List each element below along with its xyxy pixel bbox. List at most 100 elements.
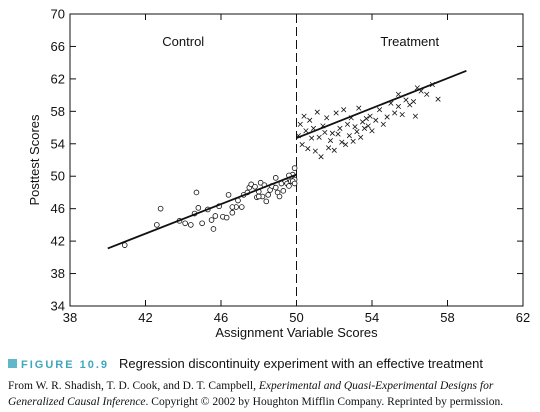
treatment-point	[337, 125, 343, 131]
x-tick-label: 50	[289, 310, 303, 325]
figure-caption: FIGURE 10.9 Regression discontinuity expe…	[8, 356, 536, 371]
credit-title: Experimental and Quasi-Experimental Desi…	[8, 380, 494, 408]
y-axis-label: Posttest Scores	[27, 114, 42, 206]
control-point	[193, 189, 200, 196]
control-point	[272, 184, 279, 191]
treatment-point	[331, 147, 337, 153]
control-point	[291, 165, 298, 171]
y-tick-label: 50	[51, 169, 65, 184]
treatment-point	[339, 139, 345, 145]
treatment-point	[316, 134, 322, 140]
treatment-point	[324, 115, 330, 121]
figure-number: FIGURE 10.9	[21, 359, 110, 371]
x-tick-label: 62	[516, 310, 530, 325]
control-point	[280, 188, 287, 194]
treatment-point	[307, 117, 313, 123]
treatment-point	[333, 110, 339, 116]
treatment-point	[309, 135, 315, 141]
treatment-point	[424, 91, 430, 97]
treatment-point	[344, 121, 351, 127]
treatment-point	[322, 129, 328, 136]
treatment-point	[326, 145, 332, 151]
treatment-point	[327, 137, 334, 144]
control-point	[291, 180, 298, 187]
control-point	[188, 222, 194, 228]
control-point	[272, 175, 279, 181]
treatment-point	[301, 113, 307, 119]
treatment-point	[412, 113, 418, 119]
credit-suffix: . Copyright © 2002 by Houghton Mifflin C…	[145, 396, 504, 408]
treatment-point	[384, 114, 390, 120]
credit-prefix: From W. R. Shadish, T. D. Cook, and D. T…	[8, 380, 259, 392]
treatment-point	[356, 105, 362, 111]
control-point	[263, 198, 270, 205]
control-point	[210, 226, 217, 232]
y-tick-label: 62	[51, 71, 65, 86]
treatment-point	[392, 110, 398, 116]
control-point	[238, 204, 245, 210]
treatment-point	[346, 133, 352, 139]
treatment-point	[376, 107, 383, 113]
treatment-point	[373, 117, 379, 123]
y-tick-label: 42	[51, 234, 65, 249]
x-tick-label: 38	[63, 310, 77, 325]
treatment-point	[399, 111, 405, 118]
treatment-point	[297, 121, 303, 127]
control-point	[212, 213, 219, 219]
control-point	[252, 183, 258, 190]
y-tick-label: 66	[51, 39, 65, 54]
treatment-point	[341, 107, 347, 113]
treatment-point	[352, 124, 358, 130]
x-tick-label: 42	[138, 310, 152, 325]
control-fit-line	[107, 173, 297, 250]
control-point	[195, 205, 202, 211]
treatment-point	[358, 134, 364, 140]
treatment-point	[369, 128, 375, 134]
control-point	[286, 183, 292, 189]
treatment-point	[403, 97, 409, 103]
control-point	[121, 242, 128, 248]
treatment-point	[314, 109, 320, 115]
treatment-point	[329, 130, 335, 136]
control-point	[223, 214, 230, 221]
y-tick-label: 54	[51, 136, 65, 151]
treatment-point	[305, 146, 311, 152]
treatment-point	[380, 121, 386, 127]
control-point	[276, 193, 283, 200]
x-axis-label: Assignment Variable Scores	[215, 325, 378, 340]
control-point	[225, 192, 232, 198]
treatment-point	[354, 129, 360, 135]
y-tick-label: 46	[51, 201, 65, 216]
x-tick-label: 58	[440, 310, 454, 325]
x-tick-label: 54	[365, 310, 379, 325]
treatment-point	[335, 131, 341, 137]
treatment-point	[342, 142, 349, 148]
control-point	[265, 192, 271, 198]
figure-caption-text: Regression discontinuity experiment with…	[119, 356, 483, 371]
treatment-point	[435, 96, 441, 102]
treatment-point	[303, 128, 309, 134]
x-tick-label: 46	[214, 310, 228, 325]
control-point	[157, 205, 164, 212]
treatment-region-label: Treatment	[380, 34, 439, 49]
y-tick-label: 70	[51, 7, 65, 22]
treatment-point	[361, 125, 368, 131]
regression-discontinuity-chart: 38 42 46 50 54 58 6234384246505458626670Assign…	[27, 7, 530, 341]
control-point	[229, 209, 236, 216]
treatment-point	[410, 99, 417, 105]
treatment-point	[318, 154, 324, 160]
treatment-point	[363, 116, 369, 122]
source-credit: From W. R. Shadish, T. D. Cook, and D. T…	[8, 378, 536, 410]
y-tick-label: 38	[51, 266, 65, 281]
treatment-fit-line	[296, 69, 467, 139]
y-tick-label: 34	[51, 299, 65, 314]
treatment-point	[350, 138, 356, 144]
treatment-point	[299, 142, 305, 148]
figure-marker-icon	[8, 359, 17, 368]
control-point	[199, 220, 205, 227]
control-point	[255, 193, 262, 200]
control-point	[229, 204, 236, 210]
control-point	[154, 222, 160, 228]
control-point	[208, 217, 215, 223]
control-point	[182, 220, 188, 227]
